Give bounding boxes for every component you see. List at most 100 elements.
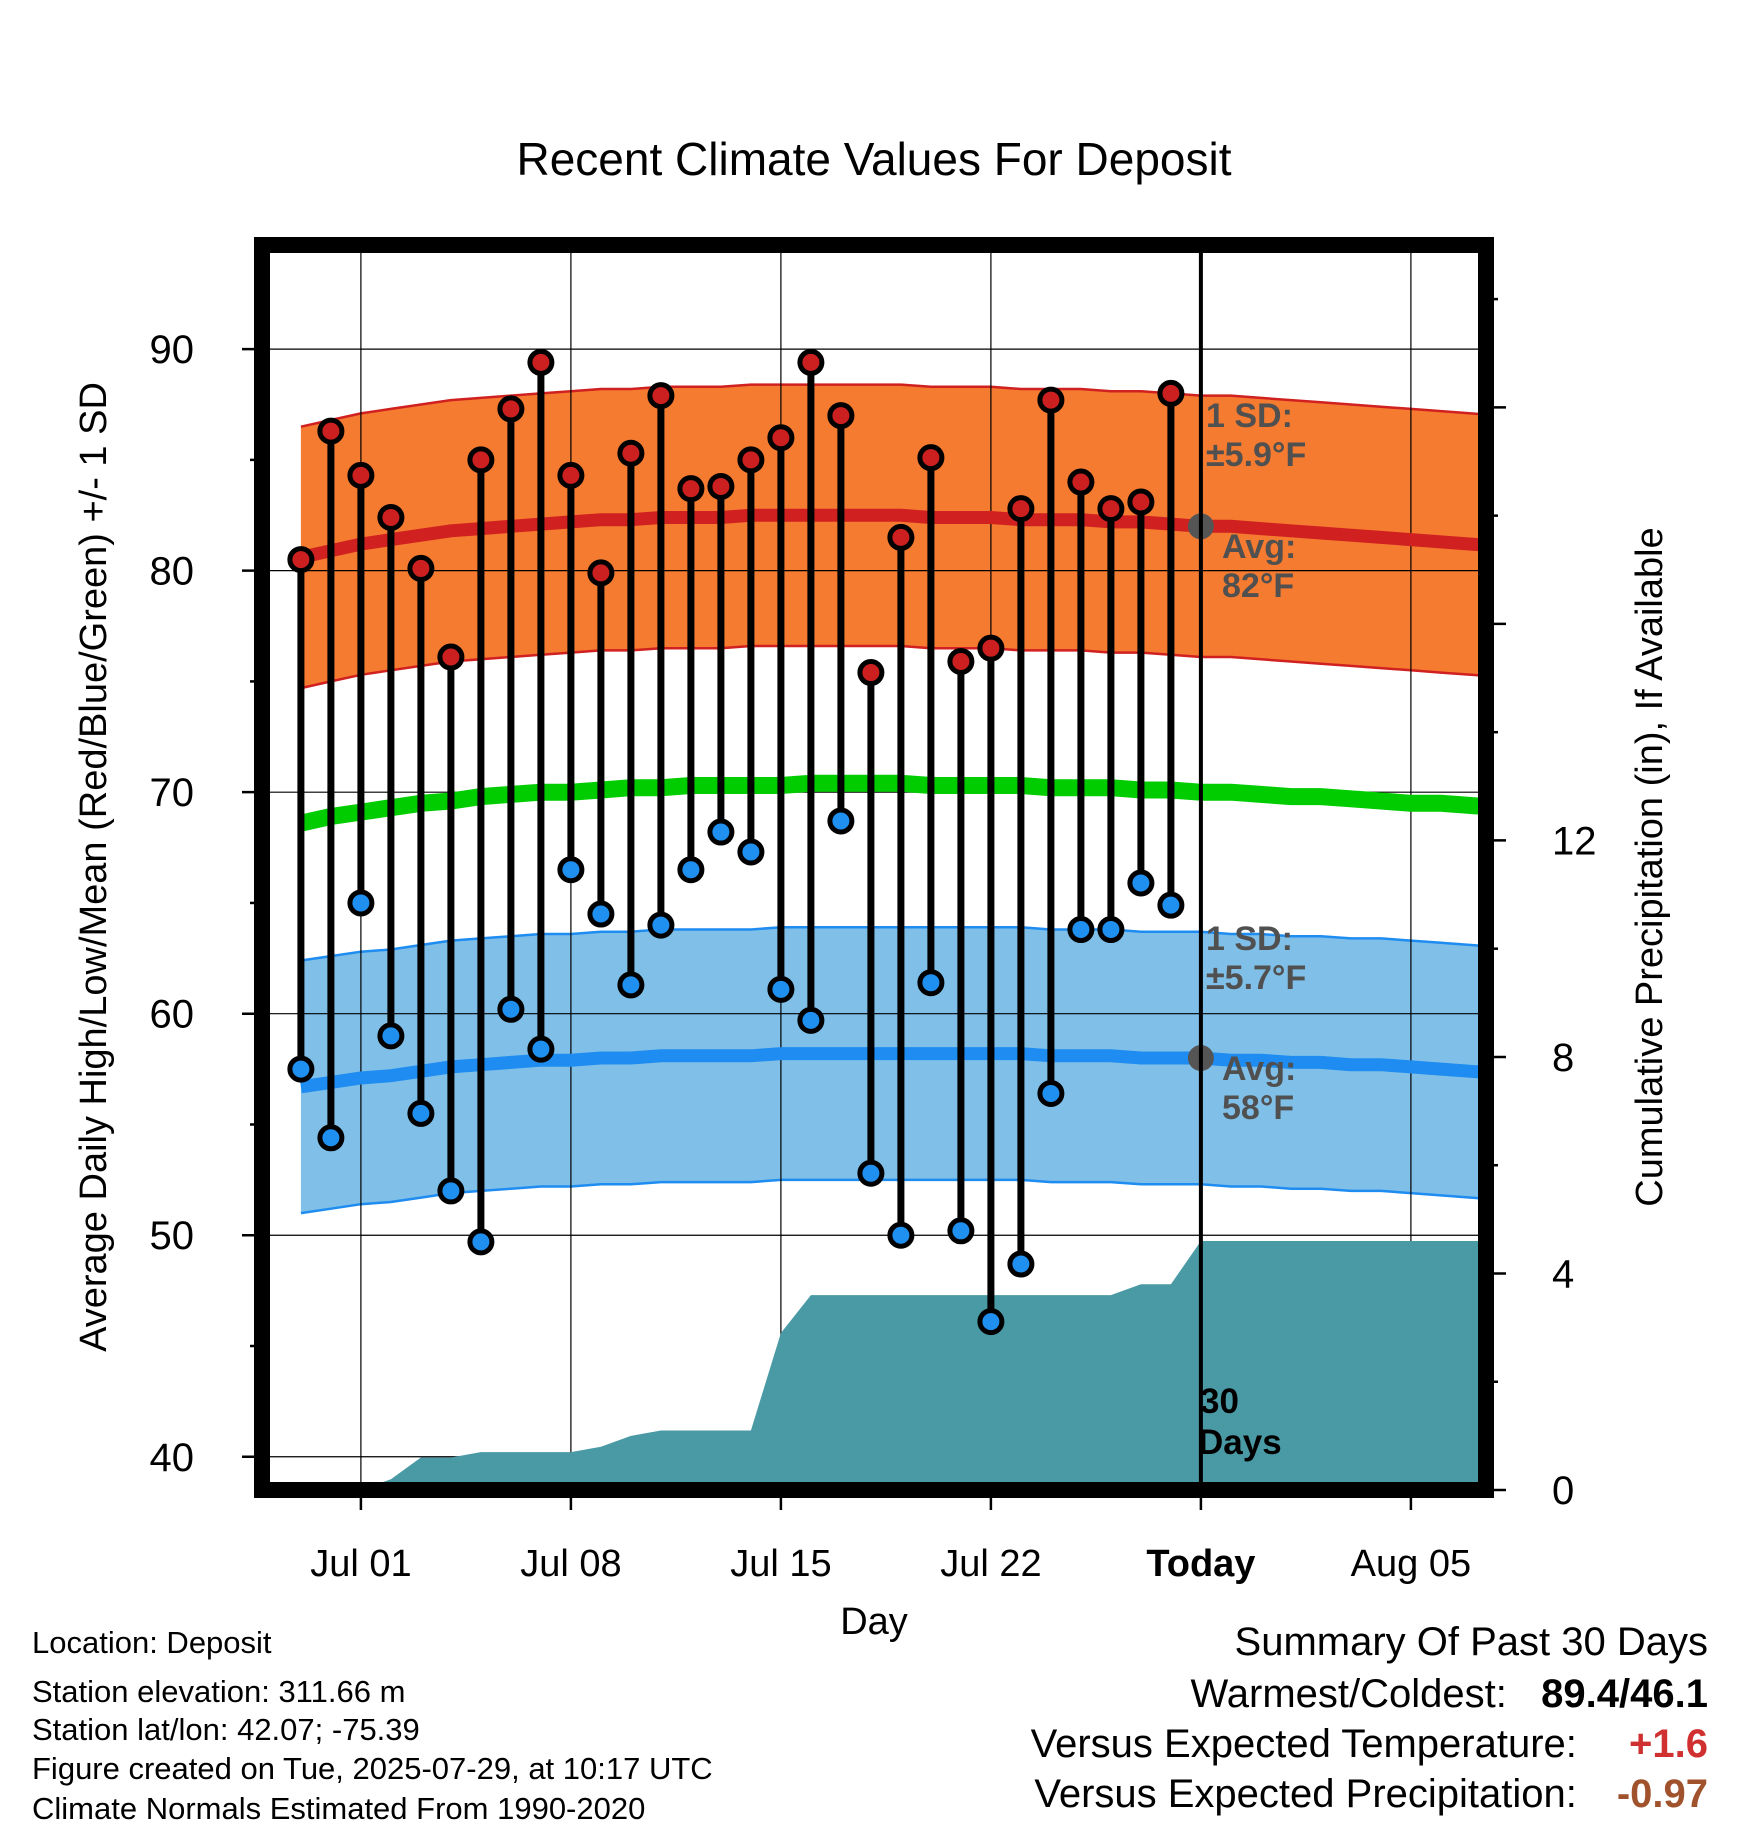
y2-tick-label: 12 <box>1552 819 1597 863</box>
daily-low-point <box>1127 869 1155 897</box>
daily-low-point <box>857 1159 885 1187</box>
normals-text: Climate Normals Estimated From 1990-2020 <box>32 1791 646 1826</box>
daily-low-point <box>557 856 585 884</box>
elevation-text: Station elevation: 311.66 m <box>32 1674 406 1709</box>
latlon-text: Station lat/lon: 42.07; -75.39 <box>32 1712 420 1747</box>
y-axis-label: Average Daily High/Low/Mean (Red/Blue/Gr… <box>73 382 115 1352</box>
y2-tick-label: 0 <box>1552 1469 1574 1513</box>
band-annotations: 1 SD: ±5.9°F Avg: 82°F 1 SD: ±5.7°F Avg:… <box>1206 397 1306 1127</box>
high-avg-value: 82°F <box>1222 567 1294 605</box>
y-tick-label: 40 <box>150 1436 195 1480</box>
high-avg-label: Avg: <box>1222 528 1296 566</box>
summary-warmest-row: Warmest/Coldest: 89.4/46.1 <box>1191 1672 1709 1717</box>
daily-low-point <box>1067 916 1095 944</box>
summary-temp-row: Versus Expected Temperature: +1.6 <box>1031 1722 1708 1767</box>
days-count: 30 <box>1200 1382 1239 1421</box>
daily-high-point <box>767 424 795 452</box>
daily-high-point <box>1097 495 1125 523</box>
axes: 40 50 60 70 80 90 0 4 8 12 Jul 01 Jul 08 Jul 15 Jul 2… <box>150 297 1597 1585</box>
daily-high-point <box>437 643 465 671</box>
daily-high-point <box>287 546 315 574</box>
daily-low-point <box>1037 1079 1065 1107</box>
daily-low-point <box>587 900 615 928</box>
normal-high-line <box>299 508 1486 564</box>
daily-low-point <box>887 1221 915 1249</box>
daily-high-point <box>377 503 405 531</box>
daily-high-point <box>647 382 675 410</box>
daily-high-point <box>677 475 705 503</box>
daily-high-point <box>407 554 435 582</box>
low-sd-value: ±5.7°F <box>1206 959 1306 997</box>
precipitation-area <box>270 1241 1486 1490</box>
daily-high-point <box>1067 468 1095 496</box>
daily-low-point <box>797 1006 825 1034</box>
daily-high-point <box>797 348 825 376</box>
warmest-label: Warmest/Coldest: <box>1190 1672 1507 1716</box>
temp-label: Versus Expected Temperature: <box>1030 1722 1577 1766</box>
y-tick-label: 70 <box>150 771 195 815</box>
low-avg-value: 58°F <box>1222 1089 1294 1127</box>
daily-high-point <box>557 461 585 489</box>
daily-low-point <box>317 1124 345 1152</box>
daily-low-point <box>407 1099 435 1127</box>
daily-low-point <box>1097 916 1125 944</box>
x-tick-label: Jul 08 <box>520 1543 621 1585</box>
daily-high-point <box>587 559 615 587</box>
daily-high-point <box>317 417 345 445</box>
location-text: Location: Deposit <box>32 1625 272 1660</box>
low-avg-label: Avg: <box>1222 1050 1296 1088</box>
y2-axis-label: Cumulative Precipitation (in), If Availa… <box>1629 527 1671 1206</box>
daily-high-point <box>1037 386 1065 414</box>
daily-low-point <box>467 1228 495 1256</box>
daily-low-point <box>827 807 855 835</box>
daily-high-point <box>467 446 495 474</box>
daily-high-point <box>707 472 735 500</box>
daily-low-point <box>977 1308 1005 1336</box>
daily-low-point <box>647 911 675 939</box>
low-sd-label: 1 SD: <box>1206 920 1293 958</box>
daily-high-point <box>917 444 945 472</box>
daily-low-point <box>707 818 735 846</box>
x-tick-label: Today <box>1146 1543 1255 1585</box>
daily-low-point <box>287 1055 315 1083</box>
daily-low-point <box>917 969 945 997</box>
daily-high-point <box>857 659 885 687</box>
daily-high-point <box>497 395 525 423</box>
temp-value: +1.6 <box>1629 1722 1708 1766</box>
daily-range-bars <box>287 348 1185 1336</box>
daily-low-point <box>1007 1250 1035 1278</box>
daily-low-point <box>677 856 705 884</box>
daily-high-point <box>1127 488 1155 516</box>
chart-title: Recent Climate Values For Deposit <box>517 133 1232 185</box>
daily-low-point <box>377 1022 405 1050</box>
daily-high-point <box>527 348 555 376</box>
daily-high-point <box>737 446 765 474</box>
high-sd-label: 1 SD: <box>1206 397 1293 435</box>
daily-high-point <box>617 439 645 467</box>
daily-low-point <box>617 971 645 999</box>
summary-title: Summary Of Past 30 Days <box>1234 1620 1708 1664</box>
summary-precip-row: Versus Expected Precipitation: -0.97 <box>1034 1772 1708 1817</box>
days-annotation: 30 Days <box>1198 1382 1282 1462</box>
x-tick-label: Jul 22 <box>940 1543 1041 1585</box>
x-axis-label: Day <box>840 1601 908 1643</box>
daily-low-point <box>437 1177 465 1205</box>
y2-tick-label: 4 <box>1552 1252 1574 1296</box>
daily-low-point <box>497 995 525 1023</box>
days-suffix: Days <box>1198 1423 1282 1462</box>
daily-low-point <box>347 889 375 917</box>
daily-low-point <box>737 838 765 866</box>
warmest-value: 89.4/46.1 <box>1541 1672 1708 1716</box>
precip-label: Versus Expected Precipitation: <box>1034 1772 1577 1816</box>
plot-frame <box>254 237 1494 1498</box>
daily-high-point <box>1157 379 1185 407</box>
y2-tick-label: 8 <box>1552 1036 1574 1080</box>
y-tick-label: 90 <box>150 328 195 372</box>
daily-high-point <box>827 402 855 430</box>
daily-low-point <box>767 975 795 1003</box>
daily-low-point <box>527 1035 555 1063</box>
precip-area-fill <box>270 1241 1486 1490</box>
daily-low-point <box>947 1217 975 1245</box>
high-sd-upper-edge <box>300 383 1486 428</box>
y-tick-label: 80 <box>150 550 195 594</box>
